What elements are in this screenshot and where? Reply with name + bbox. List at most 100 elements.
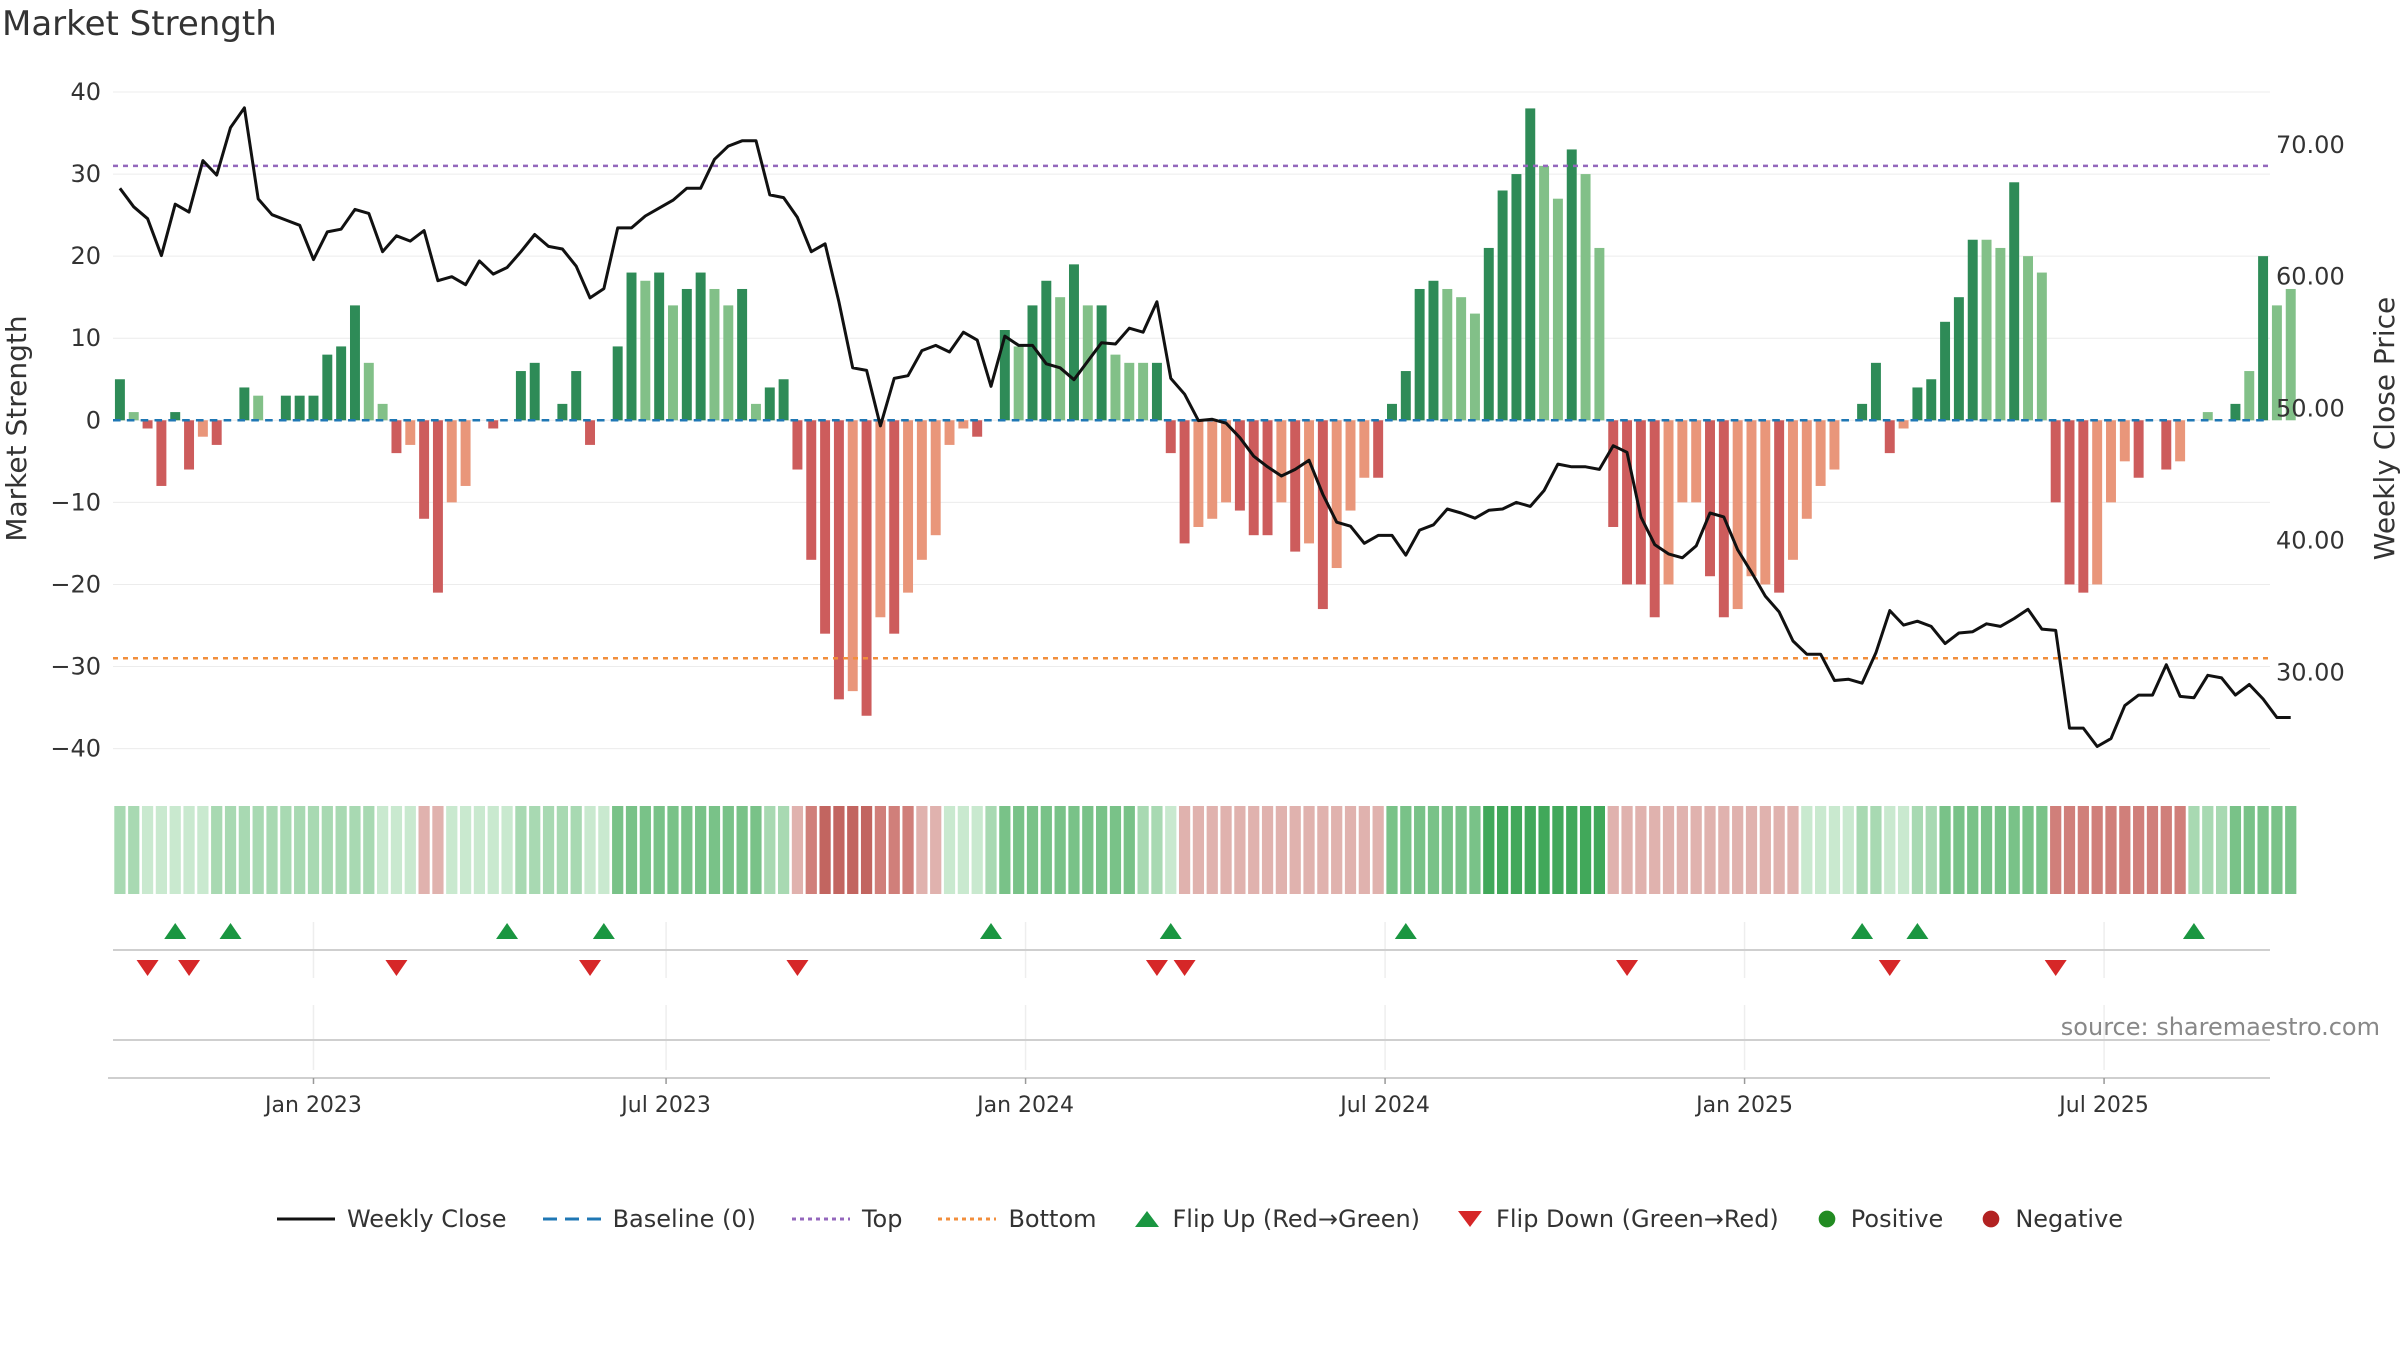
strength-bar [1649, 420, 1660, 618]
y2-tick-label: 40.00 [2276, 527, 2345, 555]
regime-cell [1496, 806, 1509, 894]
strength-bar [875, 420, 886, 618]
legend-label: Top [861, 1205, 903, 1233]
legend: Weekly Close Baseline (0) Top Bottom Fli… [0, 1205, 2400, 1233]
strength-bar [1262, 420, 1273, 536]
strength-bar [197, 420, 208, 437]
regime-cell [2077, 806, 2089, 894]
regime-cell [529, 806, 541, 894]
regime-cell [2022, 806, 2034, 894]
strength-bar [1732, 420, 1743, 610]
regime-cell [2105, 806, 2117, 894]
regime-cell [930, 806, 942, 894]
regime-cell [2119, 806, 2131, 894]
regime-cell [1137, 806, 1149, 894]
strength-bar [1912, 387, 1923, 421]
regime-cell [667, 806, 679, 894]
regime-cell [1510, 806, 1523, 894]
legend-dashed-line-icon [542, 1217, 601, 1221]
regime-cell [2008, 806, 2020, 894]
strength-bar [363, 362, 374, 421]
regime-cell [971, 806, 983, 894]
strength-bar [1221, 420, 1232, 503]
regime-cell [1317, 806, 1329, 894]
regime-cell [307, 806, 320, 894]
strength-bar [1760, 420, 1771, 585]
reference-lines [113, 164, 2270, 660]
strength-bar [294, 395, 305, 421]
strength-bar [1608, 420, 1619, 527]
regime-cell [515, 806, 527, 894]
regime-cell [459, 806, 472, 894]
strength-bar [377, 403, 388, 421]
strength-bar [1981, 239, 1992, 421]
strength-bar [764, 387, 775, 421]
regime-cell [1718, 806, 1730, 894]
axes: 40 30 20 10 0 −10 −20 −30 −40 70.00 60.00 50.00 40.0… [0, 78, 2400, 1118]
strength-bar [432, 420, 443, 593]
regime-cell [390, 806, 403, 894]
regime-cell [1165, 806, 1177, 894]
regime-cell [681, 806, 693, 894]
regime-cell [1607, 806, 1619, 894]
regime-cell [1178, 806, 1191, 894]
regime-cell [1386, 806, 1398, 894]
regime-cell [183, 806, 195, 894]
strength-bar [114, 379, 125, 421]
regime-cell [1303, 806, 1315, 894]
regime-cell [1054, 806, 1066, 894]
regime-cell [266, 806, 278, 894]
strength-bar [999, 330, 1010, 421]
regime-cell [556, 806, 568, 894]
weekly-close-path [118, 106, 2291, 748]
regime-cell [252, 806, 264, 894]
regime-cell [1206, 806, 1218, 894]
flip-down-marker [786, 960, 809, 976]
regime-cell [1441, 806, 1453, 894]
strength-bar [1884, 420, 1895, 454]
y2-tick-label: 30.00 [2276, 659, 2345, 687]
strength-bar [2050, 420, 2061, 503]
regime-cell [280, 806, 292, 894]
legend-line-icon [276, 1217, 335, 1221]
flip-up-marker [980, 923, 1003, 939]
strength-bar [1138, 362, 1149, 421]
regime-cell [957, 806, 969, 894]
strength-bar [1677, 420, 1688, 503]
strength-bar [1691, 420, 1702, 503]
strength-bar [322, 354, 333, 421]
regime-cell [1096, 806, 1108, 894]
regime-cell [695, 806, 707, 894]
strength-bar [1774, 420, 1785, 593]
strength-bar [2230, 403, 2241, 421]
regime-cell [1220, 806, 1232, 894]
regime-cell [2271, 806, 2283, 894]
strength-bar [1387, 403, 1397, 421]
regime-cell [2133, 806, 2145, 894]
strength-bar [1013, 346, 1024, 421]
strength-bar [239, 387, 250, 421]
regime-cell [501, 806, 513, 894]
regime-cell [418, 806, 430, 894]
regime-cell [612, 806, 624, 894]
regime-cell [1524, 806, 1536, 894]
regime-cell [999, 806, 1011, 894]
regime-cell [1469, 806, 1481, 894]
strength-bar [1359, 420, 1370, 478]
regime-cell [1953, 806, 1965, 894]
regime-cell [584, 806, 596, 894]
strength-bar [903, 420, 914, 593]
legend-label: Positive [1850, 1205, 1944, 1233]
y-tick-label: −20 [50, 570, 101, 598]
strength-bar [1539, 165, 1550, 421]
strength-bar [2092, 420, 2103, 585]
strength-bar [1055, 297, 1066, 421]
y2-tick-label: 60.00 [2276, 263, 2345, 291]
regime-cell [1704, 806, 1716, 894]
strength-bar [2009, 182, 2020, 421]
strength-bar [1179, 420, 1190, 544]
weekly-close-line [118, 106, 2291, 748]
y-tick-label: 20 [70, 242, 101, 270]
regime-cell [1552, 806, 1564, 894]
regime-cell [1856, 806, 1868, 894]
